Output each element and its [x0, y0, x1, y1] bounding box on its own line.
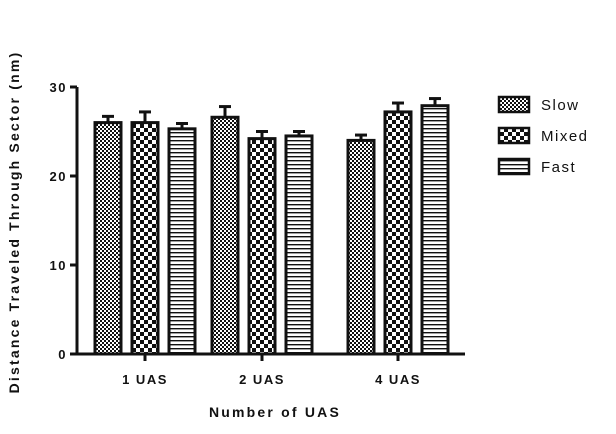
bar-mixed: [130, 121, 160, 356]
legend-swatch-mixed: [497, 126, 531, 145]
legend-label-slow: Slow: [541, 97, 580, 114]
legend-label-fast: Fast: [541, 159, 576, 176]
y-axis-title: Distance Traveled Through Sector (nm): [6, 51, 22, 394]
bar-fast: [420, 104, 450, 356]
x-tick-label: 1 UAS: [122, 372, 168, 387]
y-tick-label: 0: [58, 347, 67, 362]
y-tick-label: 10: [50, 258, 67, 273]
bar-mixed: [247, 137, 277, 356]
bar-mixed: [383, 110, 413, 356]
legend-label-mixed: Mixed: [541, 128, 589, 145]
legend: Slow Mixed Fast: [497, 95, 589, 176]
y-tick-label: 30: [50, 80, 67, 95]
legend-swatch-slow: [497, 95, 531, 114]
bars-group: [93, 97, 450, 356]
x-axis-title: Number of UAS: [209, 404, 341, 420]
bar-fast: [167, 127, 197, 356]
x-tick-label: 2 UAS: [239, 372, 285, 387]
x-tick-label: 4 UAS: [375, 372, 421, 387]
bar-slow: [93, 121, 123, 356]
bar-fast: [284, 134, 314, 356]
legend-swatch-fast: [497, 157, 531, 176]
y-tick-label: 20: [50, 169, 67, 184]
bar-slow: [346, 138, 376, 356]
bar-slow: [210, 115, 240, 356]
